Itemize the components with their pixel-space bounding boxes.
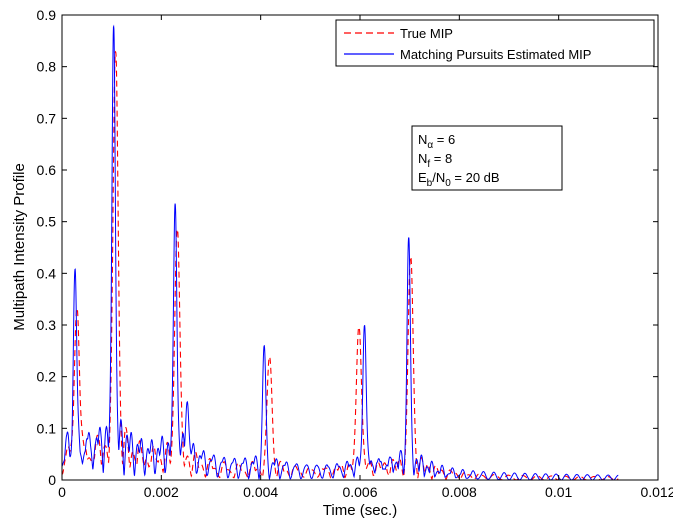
y-axis-label: Multipath Intensity Profile	[11, 163, 28, 331]
parameter-annotation: Nα = 6 Nf = 8 Eb/N0 = 20 dB	[411, 125, 563, 191]
y-tick-label: 0.7	[37, 110, 57, 126]
anno-n-alpha-rest: = 6	[433, 132, 455, 147]
series-line-true-mip	[61, 50, 619, 481]
legend-label-estimated-mip: Matching Pursuits Estimated MIP	[400, 47, 591, 62]
annotation-line-eb-n0: Eb/N0 = 20 dB	[418, 170, 500, 189]
y-tick-label: 0.4	[37, 265, 57, 281]
legend-label-true-mip: True MIP	[400, 26, 453, 41]
y-tick-label: 0.2	[37, 369, 57, 385]
x-tick-label: 0.004	[243, 484, 278, 500]
anno-eb-main: E	[418, 170, 427, 185]
y-tick-label: 0.5	[37, 214, 57, 230]
annotation-line-n-alpha: Nα = 6	[418, 132, 455, 151]
ticks-layer: 0 0.002 0.004 0.006 0.008 0.01 0.012 0 0.1 0.2 0.3…	[37, 7, 673, 500]
y-tick-label: 0.3	[37, 317, 57, 333]
x-tick-label: 0	[58, 484, 66, 500]
y-tick-label: 0.1	[37, 420, 57, 436]
legend-box	[335, 19, 655, 67]
legend: True MIP Matching Pursuits Estimated MIP	[335, 19, 655, 67]
plot-background	[62, 15, 658, 480]
x-axis-label: Time (sec.)	[323, 502, 397, 519]
x-tick-label: 0.012	[640, 484, 673, 500]
annotation-line-n-f: Nf = 8	[418, 151, 452, 170]
anno-n0-sub: 0	[445, 178, 451, 189]
series-layer	[61, 24, 619, 481]
y-tick-label: 0.9	[37, 7, 57, 23]
x-tick-label: 0.002	[144, 484, 179, 500]
anno-eb-sub: b	[427, 178, 433, 189]
series-line-estimated-mip	[61, 24, 619, 481]
anno-n-alpha-main: N	[418, 132, 427, 147]
y-tick-label: 0.6	[37, 162, 57, 178]
x-tick-label: 0.01	[545, 484, 572, 500]
y-tick-label: 0.8	[37, 59, 57, 75]
anno-n-alpha-sub: α	[427, 140, 433, 151]
anno-eb-rest: = 20 dB	[451, 170, 500, 185]
anno-n-f-main: N	[418, 151, 427, 166]
anno-n-f-rest: = 8	[430, 151, 452, 166]
anno-n-f-sub: f	[427, 159, 430, 170]
annotation-box	[411, 125, 563, 191]
x-tick-label: 0.006	[342, 484, 377, 500]
y-tick-label: 0	[48, 472, 56, 488]
x-tick-label: 0.008	[442, 484, 477, 500]
anno-eb-mid: /N	[432, 170, 445, 185]
